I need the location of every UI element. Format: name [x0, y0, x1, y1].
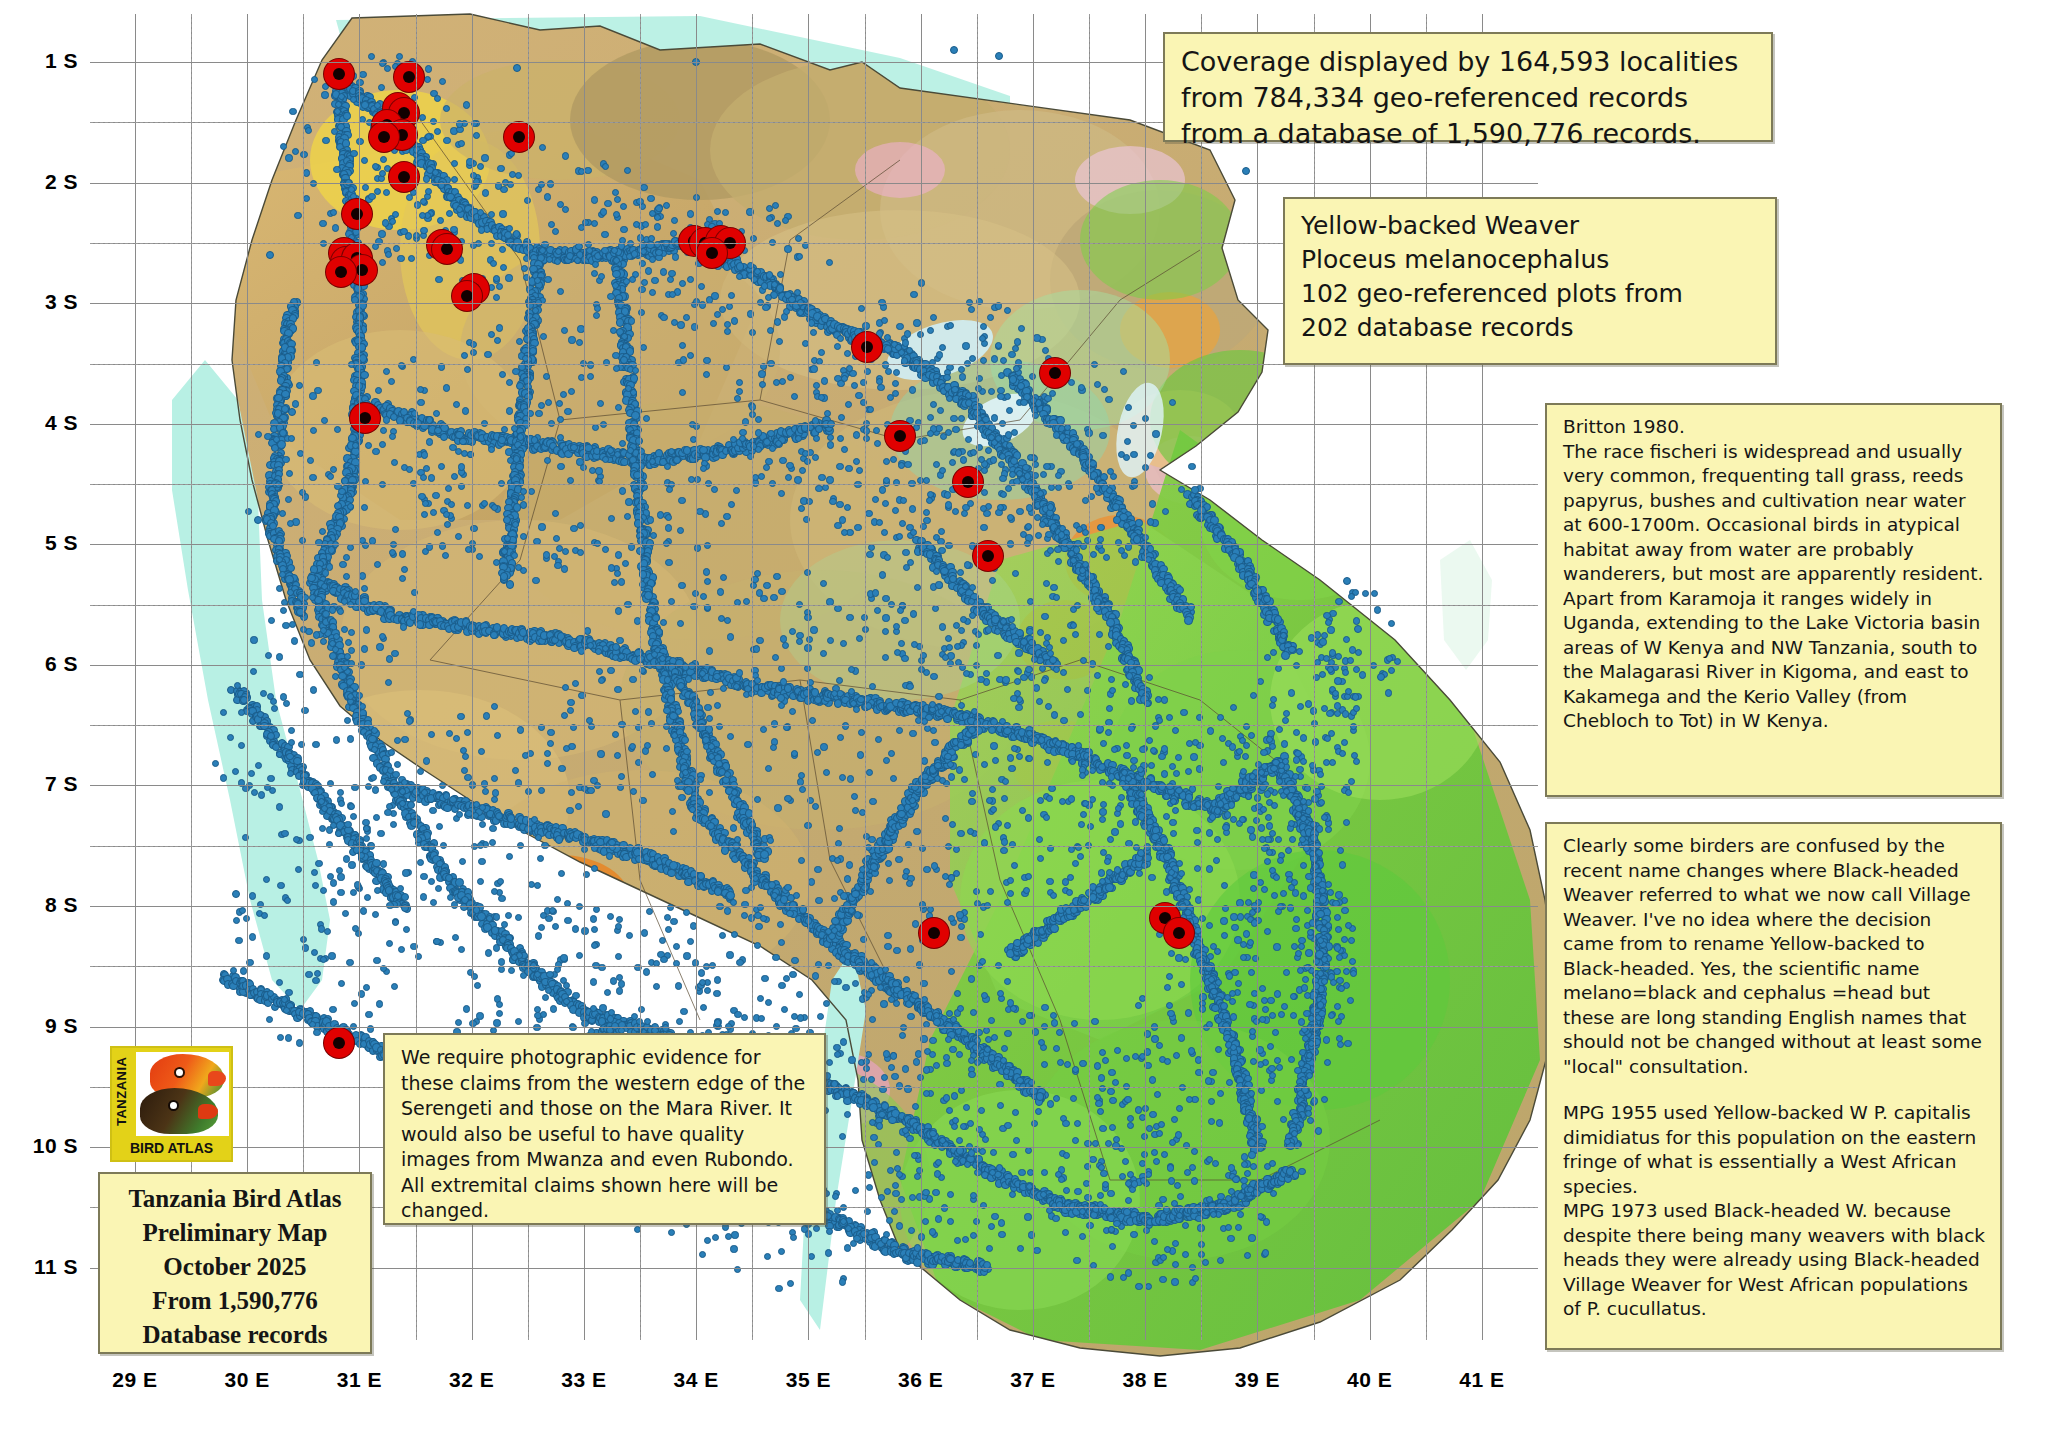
evidence-callout: We require photographic evidence for the… — [383, 1033, 826, 1225]
grid-meridian-half-35 — [865, 14, 866, 1340]
lat-tick-4: 4 S — [18, 411, 78, 435]
lon-tick-33: 33 E — [549, 1368, 619, 1392]
lat-tick-3: 3 S — [18, 290, 78, 314]
logo-vertical-text: TANZANIA — [114, 1052, 136, 1130]
lon-tick-30: 30 E — [212, 1368, 282, 1392]
grid-meridian-31 — [359, 14, 360, 1340]
coverage-callout: Coverage displayed by 164,593 localities… — [1163, 32, 1773, 142]
species-scientific-name: Ploceus melanocephalus — [1301, 243, 1761, 277]
lon-tick-32: 32 E — [437, 1368, 507, 1392]
lovebird-upper-eye-icon — [174, 1067, 185, 1078]
lat-tick-11: 11 S — [18, 1255, 78, 1279]
map-title-callout: Tanzania Bird Atlas Preliminary Map Octo… — [98, 1172, 372, 1354]
grid-meridian-37 — [1033, 14, 1034, 1340]
tanzania-bird-atlas-logo: TANZANIA BIRD ATLAS — [110, 1046, 233, 1162]
grid-parallel-half-7 — [90, 846, 1538, 847]
grid-parallel-2 — [90, 183, 1538, 184]
lat-tick-6: 6 S — [18, 652, 78, 676]
lon-tick-35: 35 E — [773, 1368, 843, 1392]
naming-paragraph-1: Clearly some birders are confused by the… — [1563, 834, 1986, 1079]
title-line-4: From 1,590,776 — [106, 1284, 364, 1318]
lovebird-upper-beak-icon — [208, 1071, 226, 1086]
coverage-line-3: from a database of 1,590,776 records. — [1181, 116, 1757, 152]
grid-meridian-36 — [921, 14, 922, 1340]
lat-tick-1: 1 S — [18, 49, 78, 73]
title-line-3: October 2025 — [106, 1250, 364, 1284]
lon-tick-38: 38 E — [1110, 1368, 1180, 1392]
lon-tick-40: 40 E — [1335, 1368, 1405, 1392]
britton-heading: Britton 1980. — [1563, 415, 1986, 440]
lon-tick-36: 36 E — [886, 1368, 956, 1392]
grid-parallel-4 — [90, 424, 1538, 425]
grid-parallel-half-8 — [90, 966, 1538, 967]
lat-tick-5: 5 S — [18, 531, 78, 555]
lon-tick-29: 29 E — [100, 1368, 170, 1392]
lovebird-photo — [136, 1052, 229, 1136]
naming-spacer — [1563, 1079, 1986, 1101]
grid-parallel-half-6 — [90, 725, 1538, 726]
species-callout: Yellow-backed Weaver Ploceus melanocepha… — [1283, 197, 1777, 365]
grid-parallel-8 — [90, 906, 1538, 907]
coverage-line-1: Coverage displayed by 164,593 localities — [1181, 44, 1757, 80]
lovebird-lower-beak-icon — [198, 1104, 218, 1119]
species-common-name: Yellow-backed Weaver — [1301, 209, 1761, 243]
grid-meridian-half-36 — [977, 14, 978, 1340]
britton-callout: Britton 1980. The race fischeri is wides… — [1545, 403, 2002, 797]
species-records-line: 202 database records — [1301, 311, 1761, 345]
coverage-line-2: from 784,334 geo-referenced records — [1181, 80, 1757, 116]
lon-tick-41: 41 E — [1447, 1368, 1517, 1392]
naming-paragraph-2: MPG 1955 used Yellow-backed W P. capital… — [1563, 1101, 1986, 1199]
naming-callout: Clearly some birders are confused by the… — [1545, 822, 2002, 1350]
lon-tick-34: 34 E — [661, 1368, 731, 1392]
title-line-1: Tanzania Bird Atlas — [106, 1182, 364, 1216]
species-plots-line: 102 geo-referenced plots from — [1301, 277, 1761, 311]
grid-meridian-38 — [1145, 14, 1146, 1340]
lat-tick-10: 10 S — [18, 1134, 78, 1158]
lovebird-lower-eye-icon — [168, 1100, 179, 1111]
lat-tick-9: 9 S — [18, 1014, 78, 1038]
grid-meridian-half-37 — [1089, 14, 1090, 1340]
grid-meridian-30 — [247, 14, 248, 1340]
title-line-2: Preliminary Map — [106, 1216, 364, 1250]
grid-parallel-5 — [90, 544, 1538, 545]
evidence-text: We require photographic evidence for the… — [401, 1045, 810, 1224]
logo-bottom-text: BIRD ATLAS — [112, 1137, 231, 1159]
grid-meridian-39 — [1257, 14, 1258, 1340]
grid-parallel-half-4 — [90, 484, 1538, 485]
grid-meridian-half-38 — [1201, 14, 1202, 1340]
lon-tick-31: 31 E — [324, 1368, 394, 1392]
lat-tick-8: 8 S — [18, 893, 78, 917]
grid-parallel-half-5 — [90, 605, 1538, 606]
grid-meridian-half-30 — [303, 14, 304, 1340]
grid-parallel-6 — [90, 665, 1538, 666]
grid-parallel-7 — [90, 785, 1538, 786]
lon-tick-37: 37 E — [998, 1368, 1068, 1392]
lat-tick-2: 2 S — [18, 170, 78, 194]
naming-paragraph-3: MPG 1973 used Black-headed W. because de… — [1563, 1199, 1986, 1322]
britton-body: The race fischeri is widespread and usua… — [1563, 440, 1986, 734]
lon-tick-39: 39 E — [1222, 1368, 1292, 1392]
title-line-5: Database records — [106, 1318, 364, 1352]
lat-tick-7: 7 S — [18, 772, 78, 796]
grid-parallel-9 — [90, 1027, 1538, 1028]
